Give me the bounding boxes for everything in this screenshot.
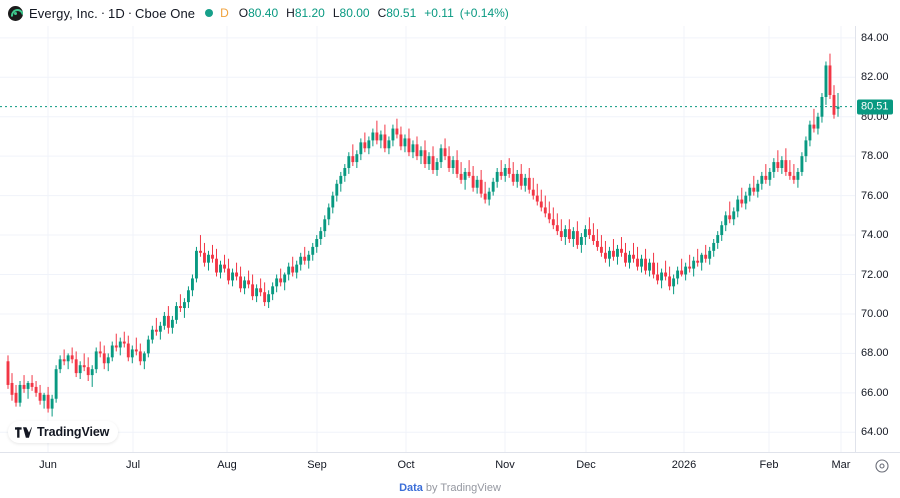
price-tick-label: 70.00 [861, 307, 889, 320]
ohlc-close-key: C [377, 6, 387, 20]
tradingview-watermark[interactable]: TradingView [8, 421, 119, 443]
grid-lines [0, 26, 855, 452]
ohlc-low: L80.00 [333, 6, 370, 20]
price-tick-label: 66.00 [861, 386, 889, 399]
tradingview-logo-icon [15, 426, 32, 438]
ohlc-open-value: 80.40 [248, 6, 279, 20]
ohlc-high: H81.20 [286, 6, 325, 20]
time-tick-label: Nov [495, 459, 515, 471]
chart-footer: Data by TradingView [0, 478, 900, 498]
price-tick-label: 82.00 [861, 71, 889, 84]
tradingview-watermark-text: TradingView [37, 425, 110, 439]
chart-legend-bar: Evergy, Inc. · 1D · Cboe One D O80.40 H8… [0, 0, 900, 26]
time-tick-label: Oct [397, 459, 415, 471]
legend-separator-1: · [100, 6, 106, 20]
ohlc-high-key: H [286, 6, 295, 20]
interval-badge: D [220, 6, 229, 20]
candle-series [6, 53, 840, 417]
data-link[interactable]: Data [399, 482, 423, 494]
price-tick-label: 76.00 [861, 189, 889, 202]
market-status-dot [205, 9, 214, 17]
legend-separator-2: · [127, 6, 133, 20]
price-tick-label: 64.00 [861, 426, 889, 439]
last-price-badge: 80.51 [857, 99, 893, 115]
price-scale[interactable]: 84.00 82.00 80.00 78.00 76.00 74.00 72.00 70.00… [855, 26, 900, 452]
price-change-percent: (+0.14%) [459, 6, 509, 20]
ohlc-values: O80.40 H81.20 L80.00 C80.51 +0.11 (+0.14… [239, 6, 509, 20]
time-tick-label: 2026 [671, 459, 697, 471]
evergy-logo-icon [8, 5, 23, 21]
time-tick-label: Dec [576, 459, 596, 471]
time-scale[interactable]: Jun Jul Aug Sep Oct Nov Dec 2026 Feb Mar [0, 452, 900, 478]
chart-plot-area[interactable] [0, 26, 855, 452]
price-change: +0.11 [424, 6, 454, 20]
time-tick-label: Feb [759, 459, 779, 471]
reset-chart-icon[interactable] [875, 459, 889, 473]
time-tick-label: Jun [39, 459, 57, 471]
candlestick-plot[interactable] [0, 26, 855, 452]
ohlc-open: O80.40 [239, 6, 278, 20]
time-tick-label: Jul [125, 459, 141, 471]
price-tick-label: 72.00 [861, 268, 889, 281]
price-tick-label: 68.00 [861, 347, 889, 360]
ohlc-low-key: L [332, 6, 340, 20]
price-tick-label: 78.00 [861, 150, 889, 163]
price-tick-label: 74.00 [861, 229, 889, 242]
footer-text: by TradingView [425, 482, 501, 494]
ohlc-high-value: 81.20 [294, 6, 325, 20]
ohlc-close: C80.51 [378, 6, 417, 20]
ohlc-close-value: 80.51 [386, 6, 417, 20]
price-tick-label: 84.00 [861, 31, 889, 44]
time-tick-label: Sep [307, 459, 327, 471]
time-tick-label: Aug [217, 459, 237, 471]
exchange-label[interactable]: Cboe One [135, 5, 196, 21]
ohlc-open-key: O [238, 6, 249, 20]
ohlc-low-value: 80.00 [339, 6, 370, 20]
interval-label[interactable]: 1D [108, 5, 125, 21]
symbol-name[interactable]: Evergy, Inc. [29, 5, 98, 21]
time-tick-label: Mar [831, 459, 851, 471]
